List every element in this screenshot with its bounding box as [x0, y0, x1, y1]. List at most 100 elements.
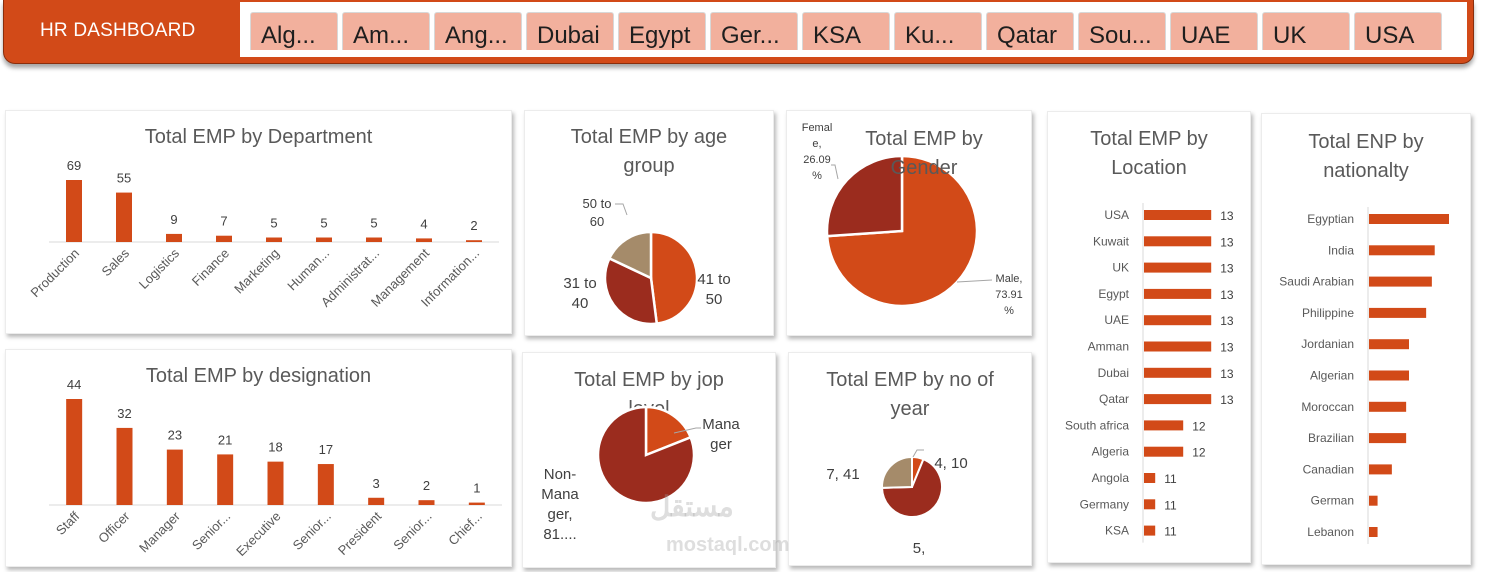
bar[interactable]	[368, 497, 385, 505]
slicer-item[interactable]: Egypt	[618, 12, 706, 50]
axis-category-label: Manager	[136, 508, 183, 555]
bar-value-label: 3	[373, 476, 380, 491]
bar[interactable]	[1144, 394, 1212, 405]
slicer-item[interactable]: Alg...	[250, 12, 338, 50]
bar[interactable]	[1144, 367, 1212, 378]
slicer-item[interactable]: Am...	[342, 12, 430, 50]
watermark-arabic: مستقل	[650, 491, 734, 522]
bar[interactable]	[316, 237, 332, 242]
pie-slice[interactable]	[880, 457, 943, 518]
bar[interactable]	[166, 449, 183, 505]
bar[interactable]	[1144, 525, 1156, 536]
bar[interactable]	[1369, 370, 1409, 381]
bar[interactable]	[1369, 464, 1392, 475]
department-chart-card[interactable]: Total EMP by Department 69 Production 55 Sa…	[5, 110, 512, 334]
location-chart-card[interactable]: Total EMP by Location USA 13 Kuwait 13 UK 13 E…	[1047, 111, 1251, 563]
bar-value-label: 21	[218, 432, 232, 447]
bar[interactable]	[416, 238, 432, 242]
slicer-item[interactable]: UAE	[1170, 12, 1258, 50]
axis-category-label: Germany	[1080, 497, 1129, 511]
pie-slice[interactable]	[644, 405, 693, 457]
pie-slice[interactable]	[825, 154, 904, 238]
bar[interactable]	[66, 399, 83, 505]
designation-chart-card[interactable]: Total EMP by designation 44 Staff 32 Office…	[5, 349, 512, 567]
bar-value-label: 11	[1164, 472, 1177, 486]
bar[interactable]	[1144, 315, 1212, 326]
location-slicer: Alg... Am... Ang... Dubai Egypt Ger... KSA Ku..…	[240, 2, 1467, 57]
bar[interactable]	[166, 233, 182, 242]
slicer-item[interactable]: Ku...	[894, 12, 982, 50]
bar-value-label: 5	[370, 216, 377, 231]
bar[interactable]	[1144, 499, 1156, 510]
age-group-chart-card[interactable]: Total EMP by age group 41 to 50 31 to 40 50 …	[524, 110, 774, 336]
bar[interactable]	[1369, 245, 1435, 256]
bar-value-label: 17	[319, 442, 333, 457]
bar[interactable]	[266, 237, 282, 242]
bar[interactable]	[116, 427, 133, 505]
bar[interactable]	[1369, 401, 1407, 412]
bar-value-label: 2	[470, 218, 477, 233]
bar-value-label: 12	[1192, 419, 1206, 433]
slicer-item[interactable]: Ger...	[710, 12, 798, 50]
axis-category-label: Kuwait	[1093, 234, 1130, 248]
pie-data-label: %	[1004, 305, 1014, 317]
bar[interactable]	[468, 502, 485, 505]
pie-slice[interactable]	[649, 230, 699, 326]
axis-category-label: Sales	[99, 245, 133, 279]
bar[interactable]	[1369, 307, 1427, 318]
bar[interactable]	[1369, 214, 1449, 224]
bar[interactable]	[66, 180, 82, 242]
bar[interactable]	[217, 454, 234, 505]
bar[interactable]	[366, 237, 382, 242]
pie-slice[interactable]	[607, 230, 653, 280]
axis-category-label: India	[1328, 243, 1354, 257]
bar[interactable]	[1369, 527, 1378, 537]
bar-value-label: 13	[1220, 262, 1234, 276]
bar[interactable]	[1144, 446, 1184, 457]
dashboard-header: HR DASHBOARD Alg... Am... Ang... Dubai Egypt…	[3, 0, 1474, 64]
bar[interactable]	[1369, 339, 1409, 350]
bar[interactable]	[216, 235, 232, 242]
slicer-item[interactable]: KSA	[802, 12, 890, 50]
pie-slice[interactable]	[881, 455, 913, 489]
bar[interactable]	[418, 500, 435, 505]
bar[interactable]	[317, 464, 334, 505]
bar[interactable]	[1144, 420, 1184, 431]
slicer-item[interactable]: Qatar	[986, 12, 1074, 50]
axis-category-label: Finance	[189, 246, 232, 289]
slicer-item[interactable]: UK	[1262, 12, 1350, 50]
bar[interactable]	[1144, 341, 1212, 352]
gender-chart-card[interactable]: Femal e, 26.09% Male, 73.91% Total EMP by Ge…	[786, 110, 1032, 336]
bar[interactable]	[466, 240, 482, 242]
slicer-item[interactable]: Dubai	[526, 12, 614, 50]
bar-value-label: 55	[117, 171, 131, 186]
pie-data-label: 41 to	[697, 271, 730, 288]
axis-category-label: Dubai	[1098, 366, 1129, 380]
bar-value-label: 44	[67, 377, 81, 392]
bar[interactable]	[116, 192, 132, 242]
slicer-item[interactable]: Sou...	[1078, 12, 1166, 50]
bar-value-label: 11	[1164, 525, 1177, 539]
bar[interactable]	[1369, 495, 1378, 506]
bar[interactable]	[267, 461, 284, 505]
bar[interactable]	[1144, 210, 1212, 220]
bar[interactable]	[1144, 262, 1212, 273]
job-level-chart-card[interactable]: Total EMP by jop level ManagerNon-Manage…	[522, 352, 776, 568]
bar[interactable]	[1369, 433, 1407, 444]
axis-category-label: Human...	[284, 246, 332, 294]
slicer-item[interactable]: Ang...	[434, 12, 522, 50]
chart-title: Total EMP by Gender	[865, 128, 983, 179]
axis-category-label: UK	[1112, 261, 1129, 275]
years-chart-card[interactable]: Total EMP by no of year 4, 10 7, 41 5,	[788, 352, 1032, 566]
pie-slice[interactable]	[596, 405, 696, 505]
nationality-chart-card[interactable]: Total ENP by nationalty Egyptian India Sau…	[1261, 113, 1471, 565]
bar[interactable]	[1144, 236, 1212, 247]
bar[interactable]	[1144, 288, 1212, 299]
bar[interactable]	[1144, 473, 1156, 483]
axis-category-label: Algerian	[1310, 369, 1354, 383]
bar[interactable]	[1369, 276, 1432, 287]
watermark-url: mostaql.com	[666, 534, 790, 556]
department-bar-chart: 69Production55Sales9Logistics7Finance5Ma…	[28, 158, 499, 310]
slicer-item[interactable]: USA	[1354, 12, 1442, 50]
axis-category-label: Logistics	[136, 245, 183, 292]
